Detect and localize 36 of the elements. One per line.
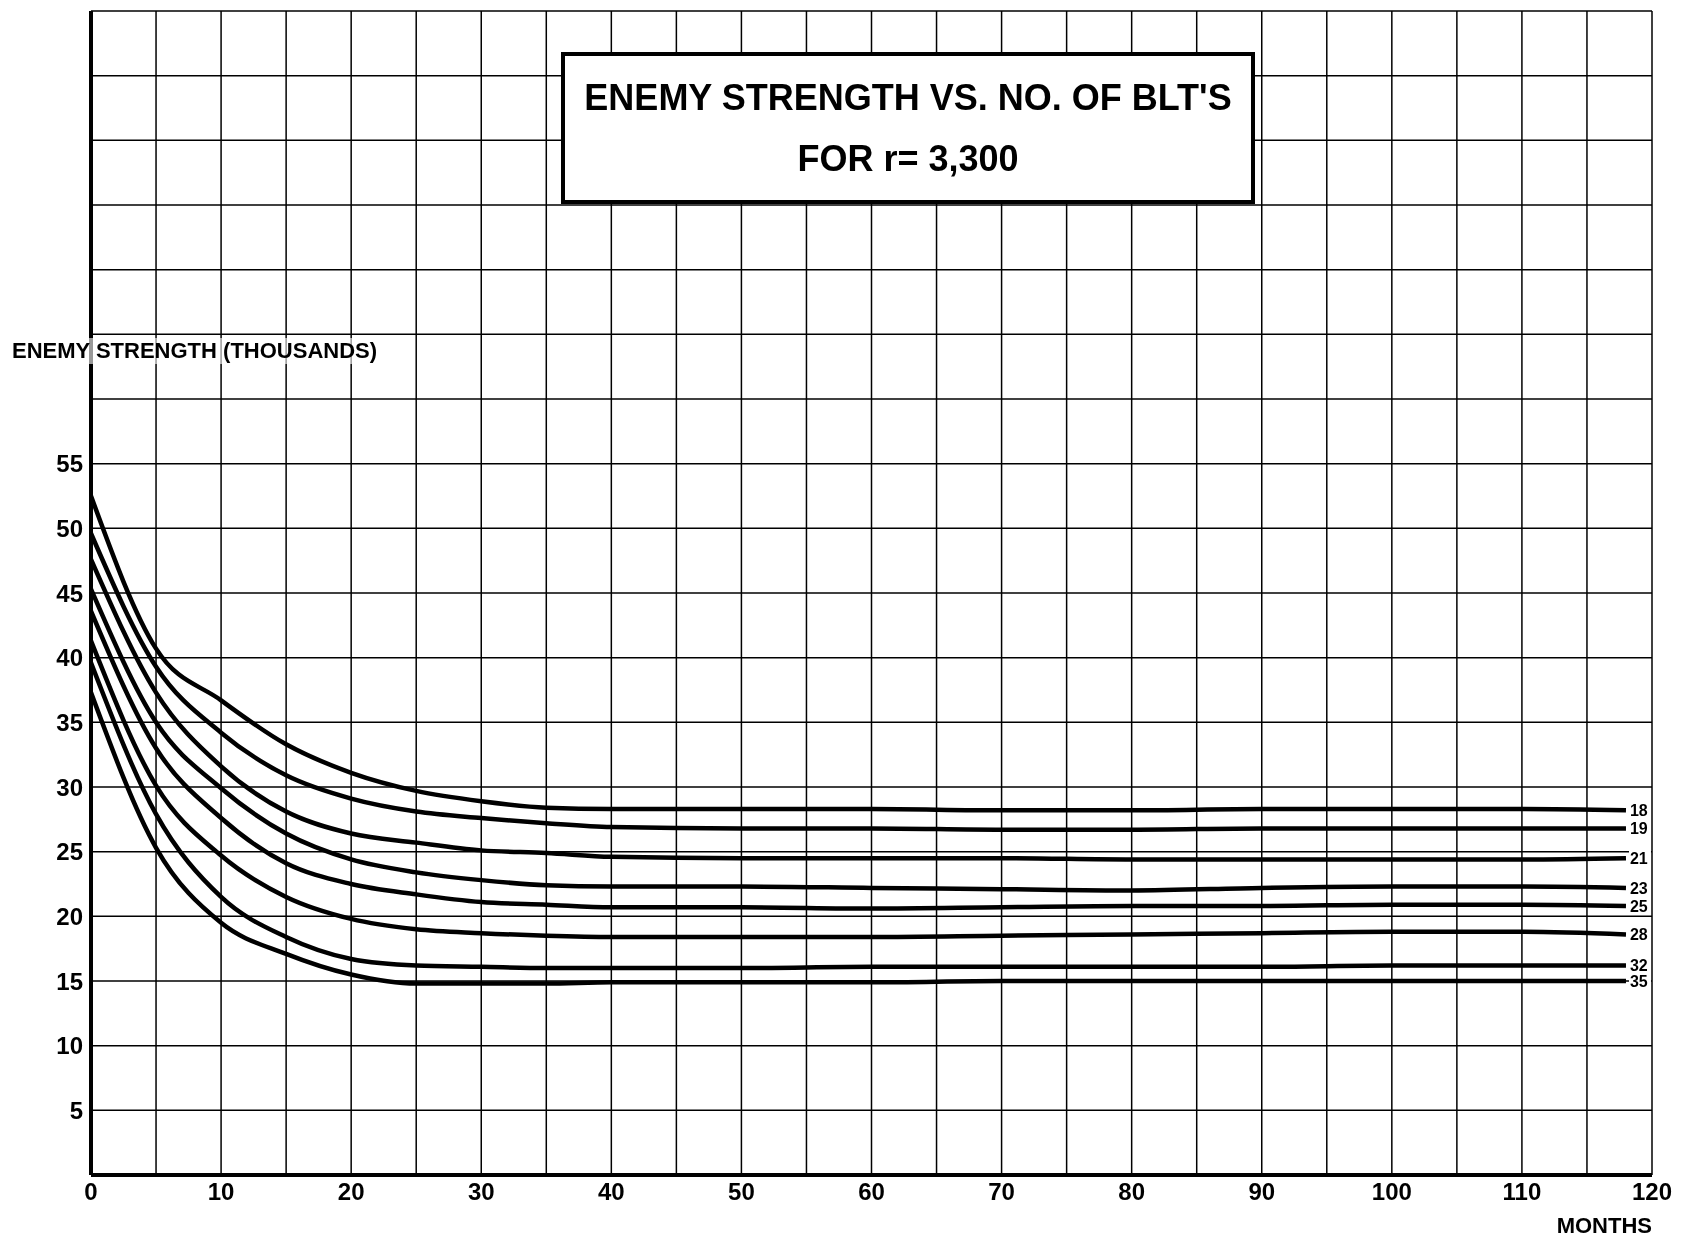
y-tick-label: 25 [56, 838, 83, 866]
text: ENEMY STRENGTH VS. NO. OF BLT'S [584, 75, 1232, 120]
x-tick-label: 120 [1631, 1178, 1673, 1206]
x-tick-label: 70 [988, 1178, 1015, 1206]
y-tick-label: 50 [56, 514, 83, 542]
x-tick-label: 60 [858, 1178, 885, 1206]
y-tick-label: 10 [56, 1032, 83, 1060]
x-axis-title: MONTHS [1556, 1213, 1652, 1238]
x-tick-label: 30 [467, 1178, 495, 1206]
x-tick-label: 110 [1502, 1178, 1542, 1206]
x-tick-label: 10 [207, 1178, 235, 1206]
series-label: 25 [1629, 897, 1648, 915]
x-tick-label: 50 [728, 1178, 755, 1206]
series-label: 23 [1629, 879, 1648, 897]
x-tick-label: 40 [597, 1178, 625, 1206]
y-tick-label: 15 [56, 967, 83, 995]
y-tick-label: 45 [56, 579, 83, 607]
series-label: 19 [1629, 820, 1648, 838]
series-label: 35 [1629, 973, 1648, 990]
x-tick-label: 80 [1118, 1178, 1146, 1206]
x-tick-label: 20 [337, 1178, 365, 1206]
series-label: 28 [1629, 926, 1648, 944]
text: FOR r= 3,300 [797, 137, 1019, 181]
x-tick-label: 90 [1248, 1178, 1276, 1206]
y-axis-title: ENEMY STRENGTH (THOUSANDS) [12, 338, 378, 364]
y-tick-label: 35 [56, 708, 83, 736]
y-tick-label: 5 [69, 1096, 83, 1124]
y-tick-label: 40 [56, 644, 83, 672]
y-tick-label: 20 [56, 902, 83, 930]
series-label: 18 [1629, 802, 1648, 820]
x-tick-label: 0 [84, 1178, 98, 1206]
x-tick-label: 100 [1371, 1178, 1412, 1206]
series-label: 32 [1629, 957, 1648, 975]
series-label: 21 [1629, 850, 1648, 868]
y-tick-label: 30 [56, 773, 83, 801]
y-tick-label: 55 [56, 450, 83, 478]
